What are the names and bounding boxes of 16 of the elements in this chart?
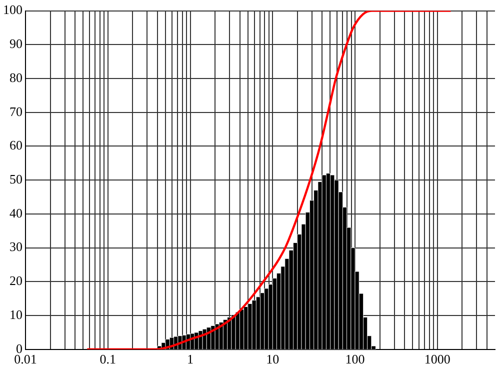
y-tick-label: 80 <box>10 70 22 85</box>
y-tick-label: 70 <box>10 104 22 119</box>
y-tick-label: 40 <box>10 205 22 220</box>
x-tick-label: 100 <box>345 352 365 367</box>
y-tick-label: 100 <box>3 2 22 18</box>
y-tick-label: 60 <box>10 138 22 153</box>
x-tick-label: 0.1 <box>100 352 116 367</box>
y-tick-label: 30 <box>10 239 22 254</box>
y-tick-label: 20 <box>10 273 22 288</box>
x-tick-label: 10 <box>266 352 280 367</box>
y-tick-label: 10 <box>10 306 22 322</box>
y-tick-label: 50 <box>10 172 22 187</box>
x-tick-label: 1000 <box>424 352 450 367</box>
x-tick-label: 1 <box>187 352 194 367</box>
y-tick-label: 90 <box>10 36 22 52</box>
y-tick-label: 0 <box>16 340 22 356</box>
